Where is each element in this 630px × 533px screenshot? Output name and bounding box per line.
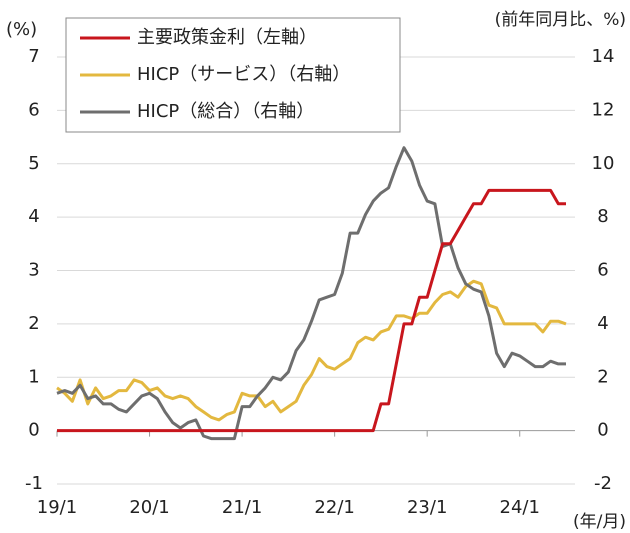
y-tick-label: 1 bbox=[28, 366, 39, 387]
legend-label: HICP（総合）（右軸） bbox=[137, 101, 314, 122]
x-axis-label: (年/月) bbox=[573, 512, 626, 532]
x-tick-label: 19/1 bbox=[37, 497, 77, 518]
y-tick-label: 3 bbox=[28, 260, 39, 281]
y2-tick-label: 8 bbox=[597, 206, 608, 227]
y-tick-label: 0 bbox=[28, 420, 39, 441]
y2-tick-label: 14 bbox=[592, 46, 615, 67]
y2-tick-label: 0 bbox=[597, 420, 608, 441]
y-tick-label: 4 bbox=[28, 206, 39, 227]
x-tick-label: 21/1 bbox=[222, 497, 262, 518]
series-line bbox=[56, 279, 567, 422]
y-tick-label: 2 bbox=[28, 313, 39, 334]
x-tick-label: 22/1 bbox=[314, 497, 354, 518]
x-tick-label: 24/1 bbox=[500, 497, 540, 518]
y-tick-label: -1 bbox=[25, 473, 43, 494]
y-tick-label: 6 bbox=[28, 99, 39, 120]
y2-tick-label: 6 bbox=[597, 260, 608, 281]
y2-tick-label: 2 bbox=[597, 366, 608, 387]
y-tick-label: 7 bbox=[28, 46, 39, 67]
legend-label: HICP（サービス）（右軸） bbox=[137, 64, 350, 85]
y2-tick-label: 10 bbox=[592, 153, 615, 174]
y2-tick-label: -2 bbox=[594, 473, 612, 494]
y2-tick-label: 12 bbox=[592, 99, 615, 120]
series-line bbox=[56, 146, 566, 441]
legend-label: 主要政策金利（左軸） bbox=[137, 27, 317, 48]
y2-tick-label: 4 bbox=[597, 313, 608, 334]
y-tick-label: 5 bbox=[28, 153, 39, 174]
x-tick-label: 23/1 bbox=[407, 497, 447, 518]
x-tick-label: 20/1 bbox=[129, 497, 169, 518]
y-axis-label: (%) bbox=[6, 19, 37, 40]
series-line bbox=[57, 188, 566, 433]
y2-axis-label: (前年同月比、%) bbox=[495, 10, 626, 30]
